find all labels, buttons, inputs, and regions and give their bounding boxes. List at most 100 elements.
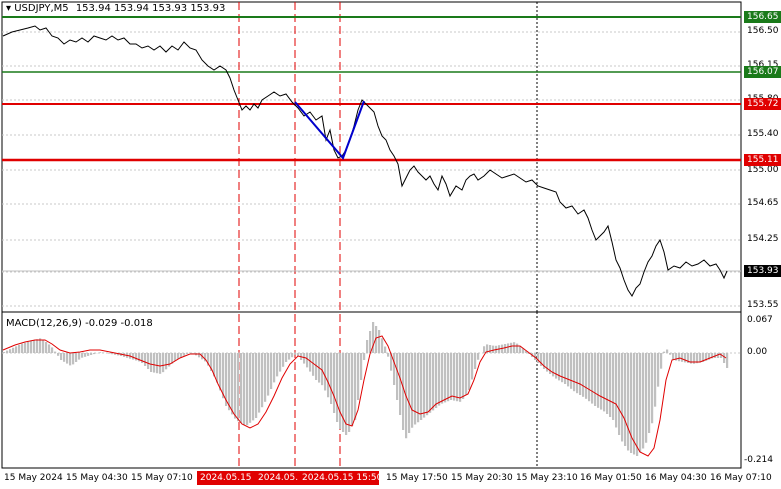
macd-histogram-bar [363,353,366,360]
macd-histogram-bar [702,353,705,362]
macd-histogram-bar [75,353,78,362]
macd-histogram-bar [540,353,543,366]
macd-histogram-bar [420,353,423,420]
macd-histogram-bar [588,353,591,402]
macd-histogram-bar [678,353,681,362]
macd-histogram-bar [630,353,633,453]
macd-histogram-bar [84,353,87,357]
price-axis-label: 155.00 [747,165,779,175]
macd-histogram-bar [360,353,363,380]
macd-histogram-bar [30,341,33,353]
macd-histogram-bar [228,353,231,411]
ohlc-values: 153.94 153.94 153.93 153.93 [75,3,226,14]
macd-histogram-bar [294,353,297,355]
macd-histogram-bar [516,343,519,353]
macd-histogram-bar [570,353,573,389]
macd-histogram-bar [114,353,117,355]
symbol-label[interactable]: USDJPY,M5 [14,3,69,14]
macd-signal-line [2,335,727,457]
macd-histogram-bar [255,353,258,418]
macd-histogram-bar [585,353,588,399]
symbol-dropdown-icon[interactable]: ▾ [6,3,12,14]
macd-histogram-bar [699,353,702,363]
macd-histogram-bar [726,353,729,368]
macd-histogram-bar [468,353,471,390]
macd-histogram-bar [717,353,720,358]
current-price-badge: 153.93 [744,265,781,277]
macd-histogram-bar [321,353,324,386]
macd-histogram-bar [453,353,456,401]
macd-histogram-bar [648,353,651,433]
macd-histogram-bar [339,353,342,429]
macd-histogram-bar [150,353,153,372]
macd-histogram-bar [282,353,285,367]
price-line [2,25,728,297]
macd-histogram-bar [408,353,411,433]
macd-histogram-bar [102,352,105,353]
macd-histogram-bar [546,353,549,372]
macd-histogram-bar [333,353,336,413]
macd-histogram-bar [252,353,255,421]
macd-histogram-bar [693,353,696,364]
macd-histogram-bar [381,338,384,353]
time-marker-badge: 2024.05.15 15:50 [299,471,379,485]
macd-histogram-bar [417,353,420,423]
macd-histogram-bar [666,349,669,353]
macd-histogram-bar [249,353,252,423]
grid-lines [2,31,741,307]
macd-histogram-bar [627,353,630,451]
macd-histogram-bar [342,353,345,432]
macd-histogram-bar [36,339,39,353]
macd-histogram-bar [492,345,495,353]
macd-histogram-bar [462,353,465,399]
macd-histogram-bar [618,353,621,435]
macd-histogram-bar [63,353,66,362]
macd-axis-zero: 0.00 [747,347,768,357]
macd-histogram-bar [450,353,453,400]
macd-histogram-bar [486,344,489,353]
macd-histogram-bar [672,353,675,360]
macd-histogram [3,322,729,456]
macd-histogram-bar [330,353,333,404]
macd-histogram-bar [657,353,660,387]
macd-histogram-bar [705,353,708,361]
macd-histogram-bar [276,353,279,377]
macd-histogram-bar [591,353,594,404]
level-badge-green-bottom: 156.07 [744,66,781,78]
macd-histogram-bar [579,353,582,395]
macd-histogram-bar [93,353,96,355]
macd-histogram-bar [141,353,144,363]
time-axis-label: 16 May 04:30 [645,473,707,483]
macd-histogram-bar [513,342,516,353]
macd-histogram-bar [669,353,672,355]
macd-histogram-bar [261,353,264,408]
macd-histogram-bar [639,353,642,453]
macd-histogram-bar [204,353,207,362]
macd-histogram-bar [291,353,294,358]
macd-histogram-bar [387,353,390,357]
macd-histogram-bar [426,353,429,416]
price-axis-label: 156.15 [747,60,779,70]
macd-histogram-bar [231,353,234,415]
macd-histogram-bar [504,344,507,353]
macd-histogram-bar [81,353,84,358]
macd-histogram-bar [45,342,48,353]
macd-histogram-bar [651,353,654,424]
macd-histogram-bar [21,343,24,353]
macd-histogram-bar [594,353,597,406]
level-badge-green-top: 156.65 [744,11,781,23]
macd-histogram-bar [372,322,375,353]
macd-histogram-bar [270,353,273,389]
level-badge-red-top: 155.72 [744,98,781,110]
macd-histogram-bar [456,353,459,402]
macd-histogram-bar [525,351,528,353]
macd-histogram-bar [240,353,243,423]
macd-histogram-bar [117,353,120,356]
macd-histogram-bar [234,353,237,419]
macd-histogram-bar [510,342,513,353]
macd-histogram-bar [27,341,30,353]
macd-histogram-bar [66,353,69,364]
macd-histogram-bar [132,353,135,360]
macd-histogram-bar [561,353,564,383]
